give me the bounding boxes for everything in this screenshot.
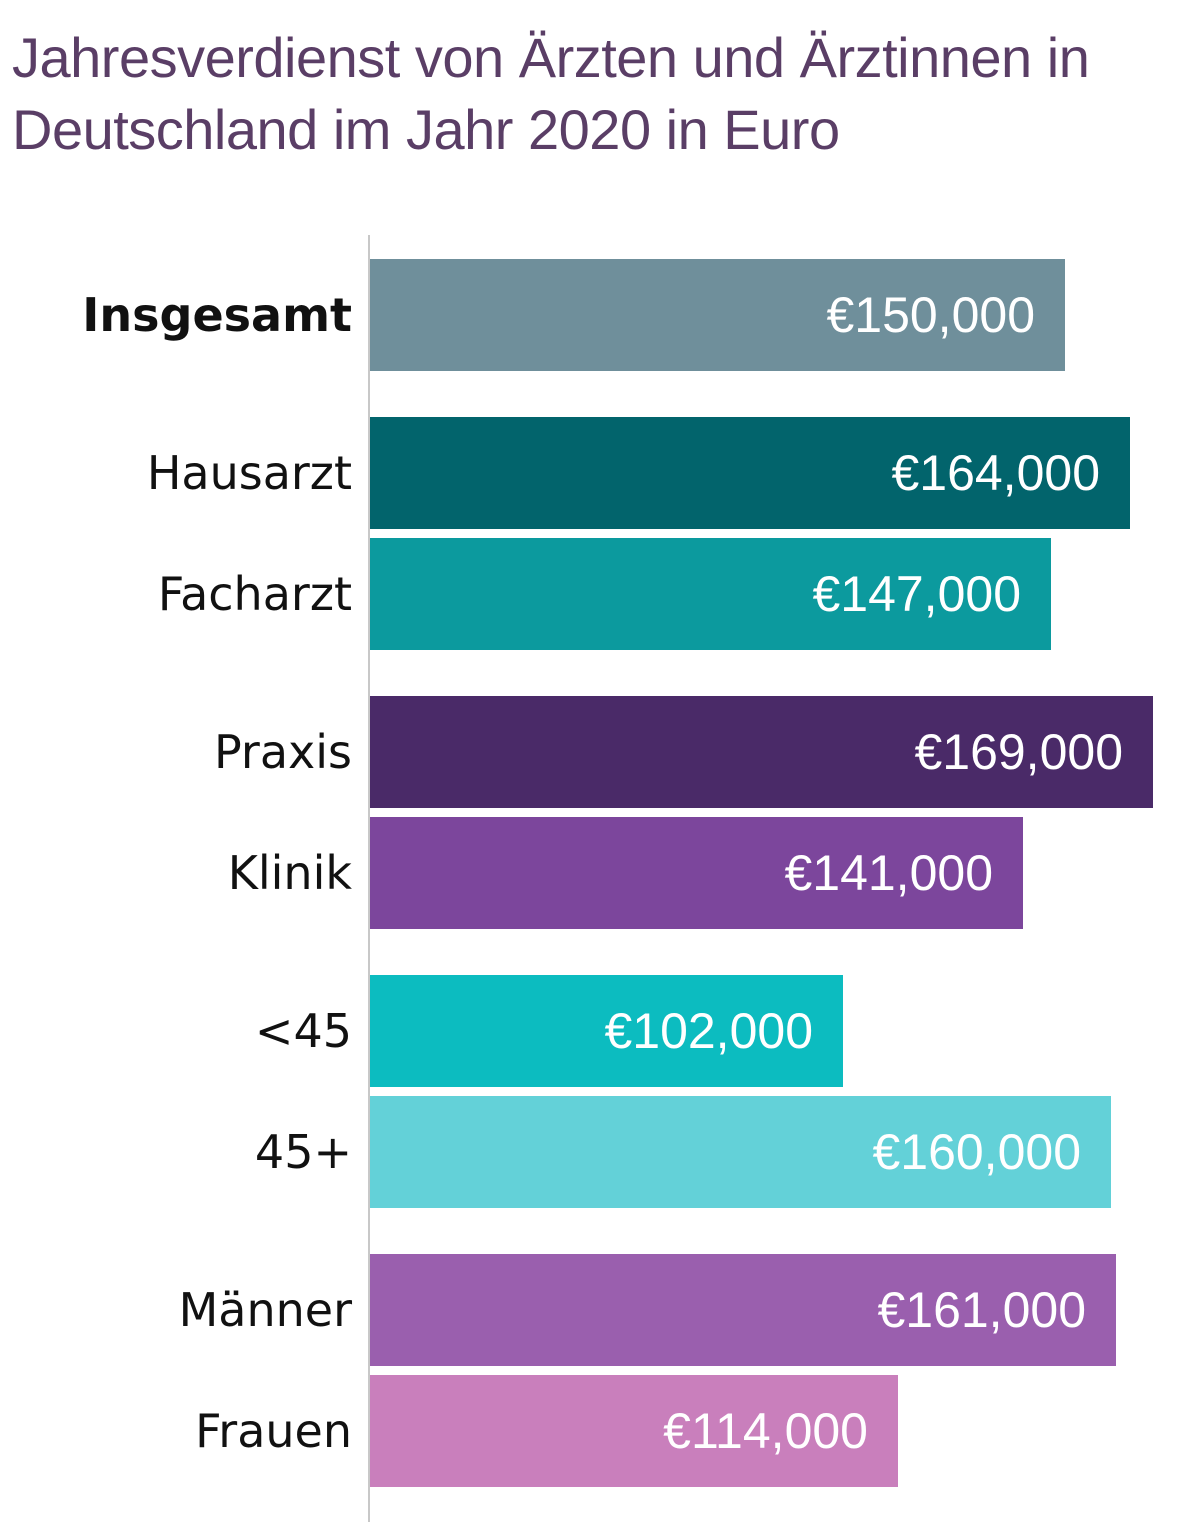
value-label-5: €102,000 [604, 1003, 813, 1059]
category-label-2: Facharzt [158, 567, 352, 621]
bar-0 [370, 259, 1065, 371]
bars-layer: Insgesamt €150,000 Hausarzt €164,000 Facharz… [82, 259, 1153, 1487]
bar-5 [370, 975, 843, 1087]
bar-6 [370, 1096, 1111, 1208]
value-label-8: €114,000 [663, 1403, 868, 1459]
bar-8 [370, 1375, 898, 1487]
category-label-6: 45+ [255, 1125, 352, 1179]
bar-2 [370, 538, 1051, 650]
category-label-0: Insgesamt [82, 288, 352, 342]
value-label-6: €160,000 [872, 1124, 1081, 1180]
bar-7 [370, 1254, 1116, 1366]
category-label-5: <45 [255, 1004, 352, 1058]
value-label-1: €164,000 [891, 445, 1100, 501]
category-label-4: Klinik [228, 846, 353, 900]
bar-3 [370, 696, 1153, 808]
chart-title: Jahresverdienst von Ärzten und Ärztinnen… [12, 26, 1090, 161]
value-label-0: €150,000 [826, 287, 1035, 343]
value-label-2: €147,000 [812, 566, 1021, 622]
value-label-4: €141,000 [784, 845, 993, 901]
category-label-8: Frauen [195, 1404, 352, 1458]
category-label-7: Männer [179, 1283, 352, 1337]
category-label-1: Hausarzt [147, 446, 352, 500]
bar-4 [370, 817, 1023, 929]
bar-1 [370, 417, 1130, 529]
value-label-7: €161,000 [877, 1282, 1086, 1338]
category-label-3: Praxis [214, 725, 352, 779]
value-label-3: €169,000 [914, 724, 1123, 780]
